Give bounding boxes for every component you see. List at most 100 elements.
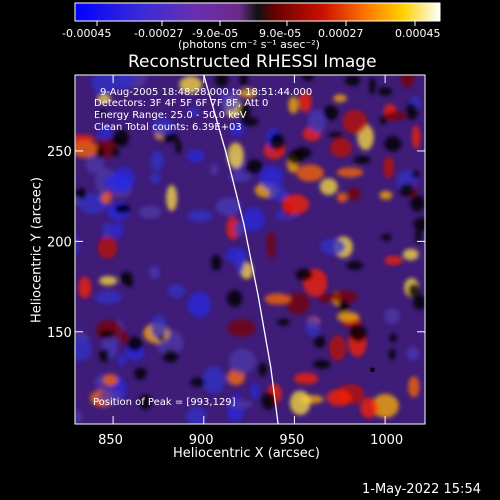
dark-patch — [258, 362, 268, 376]
emission-hotspot — [298, 91, 312, 113]
emission-coldspot — [75, 337, 92, 362]
emission-hotspot — [383, 156, 395, 179]
dark-patch — [399, 183, 415, 197]
dark-patch — [407, 283, 420, 298]
dark-patch — [337, 300, 350, 313]
emission-hotspot — [99, 275, 118, 286]
dark-patch — [328, 132, 343, 139]
y-axis-label: Heliocentric Y (arcsec) — [29, 177, 45, 323]
y-tick-label: 250 — [47, 145, 72, 160]
emission-hotspot — [347, 186, 361, 202]
emission-hotspot — [282, 194, 310, 215]
emission-coldspot — [111, 221, 124, 239]
dark-patch — [353, 156, 371, 164]
emission-hotspot — [330, 138, 353, 158]
emission-coldspot — [75, 234, 80, 256]
emission-hotspot — [293, 372, 319, 385]
dark-patch — [295, 268, 313, 282]
annotation-time-range: 9-Aug-2005 18:48:28.000 to 18:51:44.000 — [100, 87, 313, 98]
emission-hotspot — [330, 290, 359, 304]
dark-patch — [384, 136, 402, 152]
emission-coldspot — [94, 290, 123, 304]
emission-hotspot — [384, 255, 403, 266]
colorbar-tick-label: 0.00045 — [395, 27, 441, 40]
emission-hotspot — [379, 190, 393, 200]
emission-hotspot — [400, 75, 415, 88]
x-tick-label: 850 — [98, 433, 123, 448]
emission-hotspot — [100, 192, 112, 204]
emission-coldspot — [151, 314, 167, 340]
dark-patch — [241, 117, 259, 127]
emission-coldspot — [138, 205, 162, 220]
dark-patch — [99, 329, 115, 339]
emission-coldspot — [241, 207, 266, 232]
emission-blobs — [75, 75, 425, 424]
colorbar-tick-label: 0.00027 — [318, 27, 364, 40]
dark-patch — [238, 103, 251, 119]
dark-patch — [350, 324, 357, 339]
dark-patch — [162, 133, 179, 143]
emission-coldspot — [79, 193, 108, 215]
dark-patch — [301, 75, 314, 82]
emission-coldspot — [210, 163, 219, 176]
solar-limb-line — [203, 75, 279, 424]
emission-hotspot — [360, 397, 379, 419]
emission-hotspot — [97, 236, 118, 259]
dark-patch — [111, 147, 119, 157]
dark-patch — [214, 75, 228, 87]
dark-patch — [293, 147, 312, 159]
emission-coldspot — [215, 197, 242, 216]
emission-coldspot — [307, 109, 327, 134]
emission-hotspot — [333, 94, 347, 103]
emission-coldspot — [150, 150, 164, 172]
emission-coldspot — [231, 394, 241, 404]
annotation-clean-counts: Clean Total counts: 6.39E+03 — [94, 122, 242, 133]
plot-frame — [74, 74, 426, 425]
dark-patch — [190, 377, 205, 387]
emission-coldspot — [219, 90, 239, 112]
emission-coldspot — [188, 106, 200, 117]
emission-hotspot — [319, 178, 338, 196]
x-tick-label: 900 — [189, 433, 214, 448]
dark-patch — [389, 333, 398, 343]
emission-hotspot — [296, 164, 325, 182]
emission-hotspot — [286, 292, 310, 315]
emission-hotspot — [266, 231, 276, 259]
dark-patch — [344, 75, 361, 87]
emission-hotspot — [326, 389, 352, 407]
emission-coldspot — [186, 149, 205, 163]
emission-coldspot — [98, 388, 124, 405]
chart-title: Reconstructed RHESSI Image — [128, 52, 377, 72]
colorbar-tick-label: -0.00027 — [134, 27, 183, 40]
emission-coldspot — [227, 171, 252, 182]
emission-coldspot — [117, 353, 126, 367]
emission-coldspot — [75, 410, 83, 423]
emission-hotspot — [289, 390, 311, 416]
emission-coldspot — [187, 209, 213, 223]
emission-hotspot — [75, 140, 98, 158]
emission-coldspot — [151, 117, 173, 137]
emission-hotspot — [227, 142, 244, 169]
emission-coldspot — [202, 366, 225, 394]
dark-patch — [162, 349, 179, 363]
emission-coldspot — [186, 406, 207, 424]
emission-coldspot — [233, 221, 245, 237]
colorbar-tick-label: -9.0e-05 — [192, 27, 238, 40]
dark-patch — [157, 335, 166, 342]
colorbar-tick-label: 9.0e-05 — [259, 27, 301, 40]
emission-coldspot — [319, 238, 346, 255]
emission-hotspot — [179, 76, 203, 94]
dark-patch — [413, 294, 425, 310]
emission-hotspot — [337, 192, 348, 203]
annotation-energy-range: Energy Range: 25.0 - 50.0 keV — [94, 110, 247, 121]
emission-hotspot — [227, 319, 256, 337]
emission-hotspot — [102, 373, 118, 386]
dark-patch — [313, 335, 326, 348]
x-axis-label: Heliocentric X (arcsec) — [173, 446, 320, 461]
emission-coldspot — [229, 123, 245, 137]
emission-coldspot — [149, 265, 160, 279]
emission-coldspot — [102, 221, 112, 241]
dark-patch — [379, 115, 387, 125]
emission-hotspot — [402, 248, 419, 261]
emission-hotspot — [288, 96, 299, 114]
